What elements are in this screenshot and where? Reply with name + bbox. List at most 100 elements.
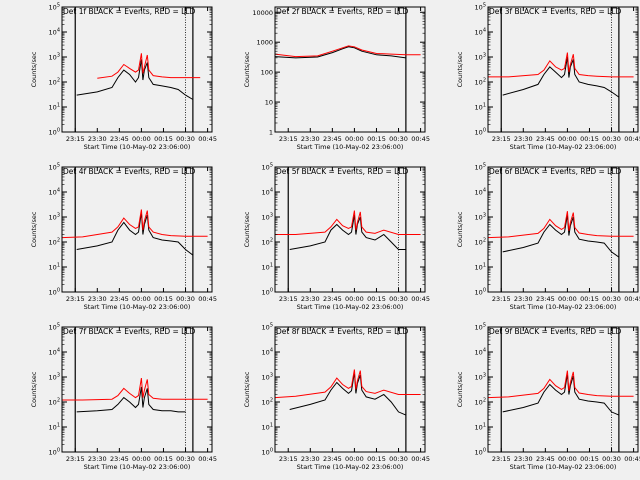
axis-frame [274, 166, 426, 293]
x-tick-label: 23:30 [301, 295, 320, 303]
panel-title: Det 1f BLACK = Events, RED = LLD [63, 7, 196, 16]
y-tick-label: 102 [262, 398, 273, 407]
y-tick-label: 105 [49, 163, 60, 172]
y-axis-label: Counts/sec [243, 211, 251, 247]
series-events-line [76, 212, 194, 256]
y-tick-label: 100 [475, 128, 486, 137]
x-tick-label: 23:15 [492, 455, 511, 463]
x-axis-label: Start Time (10-May-02 23:06:00) [297, 303, 404, 311]
x-tick-label: 23:30 [514, 135, 533, 143]
plot-area [488, 167, 638, 292]
x-tick-label: 23:30 [514, 295, 533, 303]
x-tick-label: 00:45 [198, 455, 217, 463]
axis-frame [487, 326, 639, 453]
x-tick-label: 00:30 [389, 295, 408, 303]
y-tick-label: 102 [49, 398, 60, 407]
series-lld-line [274, 45, 421, 58]
y-axis-label: Counts/sec [456, 51, 464, 87]
y-tick-label: 105 [475, 3, 486, 12]
y-tick-label: 105 [49, 3, 60, 12]
y-tick-label: 103 [262, 213, 273, 222]
x-tick-label: 23:15 [279, 135, 298, 143]
y-axis-label: Counts/sec [243, 51, 251, 87]
x-tick-label: 00:45 [624, 455, 640, 463]
y-tick-label: 102 [475, 78, 486, 87]
x-tick-label: 00:00 [345, 295, 364, 303]
x-axis-label: Start Time (10-May-02 23:06:00) [297, 463, 404, 471]
y-tick-label: 1000 [256, 39, 273, 47]
y-tick-label: 102 [49, 238, 60, 247]
y-tick-label: 103 [49, 373, 60, 382]
y-tick-label: 102 [49, 78, 60, 87]
x-tick-label: 00:15 [154, 455, 173, 463]
x-tick-label: 00:00 [558, 295, 577, 303]
x-tick-label: 00:45 [411, 295, 430, 303]
x-tick-label: 00:15 [580, 135, 599, 143]
x-tick-label: 23:30 [88, 455, 107, 463]
series-lld-line [275, 210, 421, 235]
y-tick-label: 100 [475, 448, 486, 457]
x-tick-label: 00:15 [580, 295, 599, 303]
x-tick-label: 00:15 [367, 455, 386, 463]
plot-area [62, 7, 212, 132]
x-tick-label: 00:45 [198, 295, 217, 303]
y-tick-label: 105 [475, 163, 486, 172]
y-tick-label: 105 [475, 323, 486, 332]
y-tick-label: 103 [475, 213, 486, 222]
y-axis-label: Counts/sec [456, 371, 464, 407]
series-lld-line [488, 52, 634, 78]
y-tick-label: 103 [475, 373, 486, 382]
y-tick-label: 104 [475, 188, 486, 197]
x-tick-label: 00:00 [345, 135, 364, 143]
y-tick-label: 104 [475, 28, 486, 37]
y-tick-label: 1 [269, 129, 273, 137]
y-tick-label: 100 [261, 69, 273, 77]
y-tick-label: 100 [475, 288, 486, 297]
y-tick-label: 101 [475, 103, 486, 112]
panel-title: Det 2f BLACK = Events, RED = LLD [276, 7, 409, 16]
y-axis-label: Counts/sec [30, 371, 38, 407]
y-axis-label: Counts/sec [30, 51, 38, 87]
corner-marker [397, 327, 404, 335]
x-tick-label: 23:15 [492, 135, 511, 143]
panel-title: Det 8f BLACK = Events, RED = LLD [276, 327, 409, 336]
y-tick-label: 103 [49, 213, 60, 222]
y-tick-label: 104 [49, 348, 60, 357]
x-tick-label: 23:15 [279, 455, 298, 463]
series-lld-line [487, 211, 634, 239]
y-tick-label: 100 [49, 128, 60, 137]
x-tick-label: 00:30 [389, 135, 408, 143]
plot-area [488, 327, 638, 452]
series-events-line [76, 59, 194, 100]
x-tick-label: 00:30 [389, 455, 408, 463]
y-tick-label: 100 [262, 288, 273, 297]
y-axis-label: Counts/sec [30, 211, 38, 247]
panel-title: Det 7f BLACK = Events, RED = LLD [63, 327, 196, 336]
x-tick-label: 00:45 [411, 455, 430, 463]
x-tick-label: 00:15 [367, 135, 386, 143]
x-tick-label: 23:15 [66, 455, 85, 463]
panel-title: Det 5f BLACK = Events, RED = LLD [276, 167, 409, 176]
x-tick-label: 23:15 [492, 295, 511, 303]
plot-area [275, 327, 425, 452]
x-axis-label: Start Time (10-May-02 23:06:00) [510, 143, 617, 151]
x-tick-label: 23:45 [110, 295, 129, 303]
series-events-line [289, 372, 407, 416]
x-tick-label: 23:15 [279, 295, 298, 303]
x-tick-label: 23:30 [301, 135, 320, 143]
y-tick-label: 101 [262, 423, 273, 432]
y-tick-label: 10 [265, 99, 273, 107]
x-tick-label: 23:45 [323, 455, 342, 463]
corner-marker [184, 327, 191, 335]
y-tick-label: 105 [262, 323, 273, 332]
x-tick-label: 23:45 [323, 295, 342, 303]
x-tick-label: 23:45 [536, 135, 555, 143]
axis-frame [274, 6, 426, 133]
corner-marker [610, 327, 617, 335]
x-tick-label: 00:30 [602, 455, 621, 463]
series-lld-line [97, 53, 201, 79]
y-tick-label: 10000 [252, 9, 273, 17]
